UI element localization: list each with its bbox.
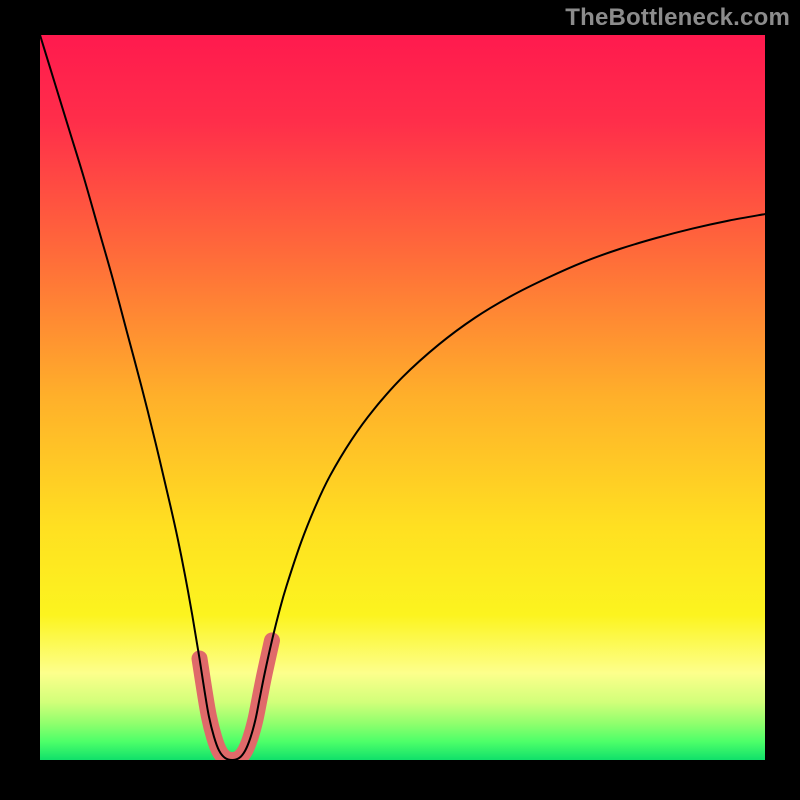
bottleneck-curve-chart <box>0 0 800 800</box>
watermark-text: TheBottleneck.com <box>565 4 790 32</box>
chart-frame: TheBottleneck.com <box>0 0 800 800</box>
plot-background-gradient <box>40 35 765 760</box>
